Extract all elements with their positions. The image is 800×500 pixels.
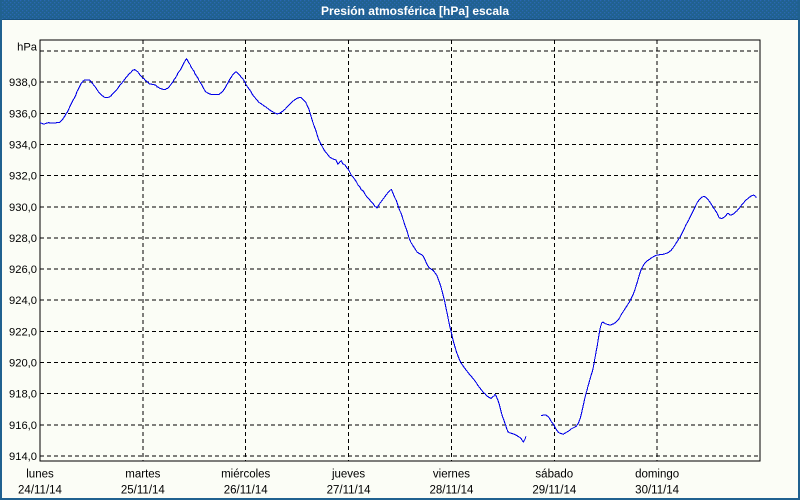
- svg-text:932,0: 932,0: [9, 171, 37, 183]
- svg-text:domingo: domingo: [635, 469, 679, 481]
- svg-text:916,0: 916,0: [9, 420, 37, 432]
- svg-text:922,0: 922,0: [9, 326, 37, 338]
- svg-text:25/11/14: 25/11/14: [121, 485, 166, 497]
- svg-text:Presión atmosférica [hPa] esca: Presión atmosférica [hPa] escala: [321, 4, 509, 18]
- svg-text:918,0: 918,0: [9, 389, 37, 401]
- svg-text:930,0: 930,0: [9, 202, 37, 214]
- svg-text:sábado: sábado: [535, 469, 573, 481]
- svg-text:914,0: 914,0: [9, 451, 37, 463]
- svg-text:24/11/14: 24/11/14: [18, 485, 63, 497]
- svg-text:27/11/14: 27/11/14: [327, 485, 372, 497]
- svg-text:926,0: 926,0: [9, 264, 37, 276]
- svg-text:920,0: 920,0: [9, 358, 37, 370]
- svg-text:934,0: 934,0: [9, 140, 37, 152]
- svg-text:29/11/14: 29/11/14: [532, 485, 577, 497]
- svg-text:viernes: viernes: [433, 469, 470, 481]
- svg-text:miércoles: miércoles: [221, 469, 270, 481]
- svg-text:938,0: 938,0: [9, 77, 37, 89]
- svg-text:28/11/14: 28/11/14: [429, 485, 474, 497]
- svg-text:jueves: jueves: [331, 469, 365, 481]
- svg-text:924,0: 924,0: [9, 295, 37, 307]
- svg-text:928,0: 928,0: [9, 233, 37, 245]
- svg-text:lunes: lunes: [26, 469, 54, 481]
- svg-text:936,0: 936,0: [9, 108, 37, 120]
- svg-text:hPa: hPa: [17, 42, 38, 54]
- svg-text:26/11/14: 26/11/14: [224, 485, 269, 497]
- svg-text:martes: martes: [125, 469, 160, 481]
- svg-text:30/11/14: 30/11/14: [635, 485, 680, 497]
